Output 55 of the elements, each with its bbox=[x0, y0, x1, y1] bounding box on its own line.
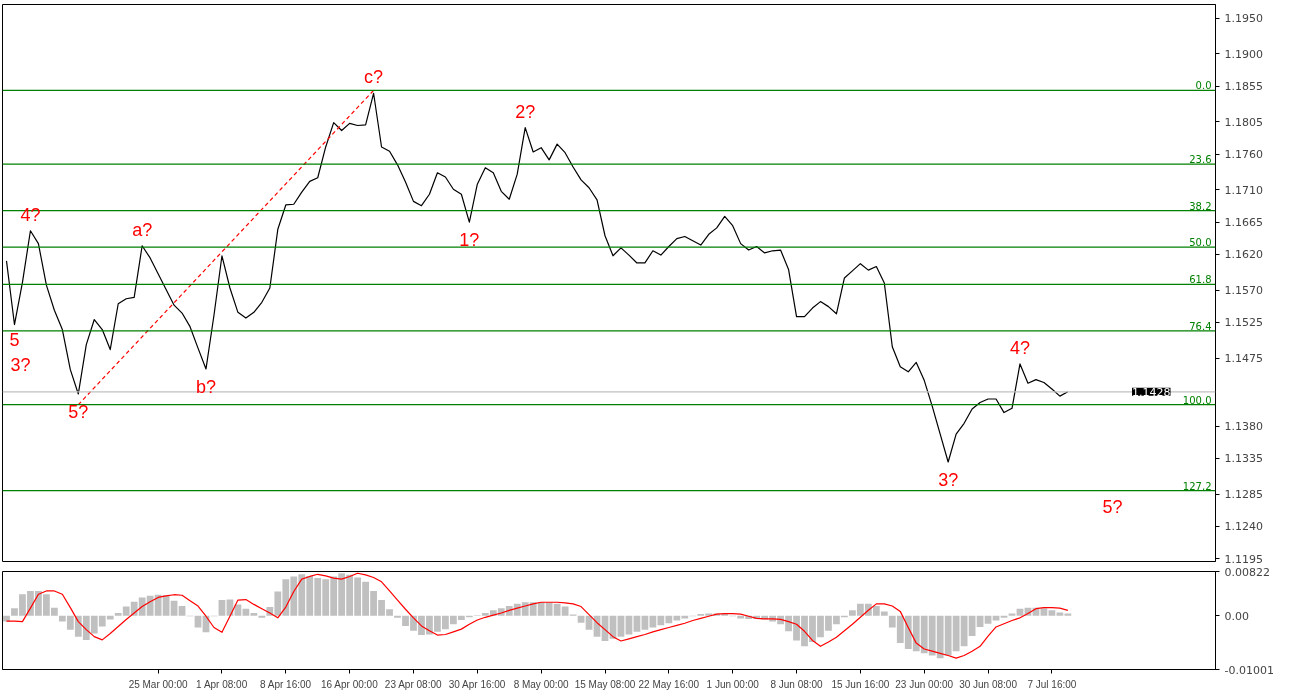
y-tick-label: 1.1380 bbox=[1224, 420, 1263, 434]
y-tick-label: 1.1665 bbox=[1224, 216, 1263, 230]
x-tick-label: 23 Jun 00:00 bbox=[895, 678, 954, 690]
annotation: 127,2 bbox=[1182, 480, 1212, 492]
x-tick-label: 25 Mar 00:00 bbox=[128, 678, 189, 690]
annotation: 3? bbox=[938, 469, 959, 490]
y-tick-label: 1.1335 bbox=[1224, 452, 1263, 466]
x-tick-label: 30 Jun 08:00 bbox=[959, 678, 1018, 690]
annotation: c? bbox=[364, 67, 384, 88]
x-tick-label: 23 Apr 08:00 bbox=[384, 678, 442, 690]
annotation: b? bbox=[195, 376, 217, 397]
y-tick-label: 0.00822 bbox=[1224, 565, 1270, 579]
annotation: 38.2 bbox=[1189, 200, 1212, 212]
y-tick-label: 1.1760 bbox=[1224, 148, 1263, 162]
y-tick-label: 1.1195 bbox=[1224, 552, 1263, 566]
annotation: 76.4 bbox=[1189, 320, 1212, 332]
x-tick-label: 15 May 08:00 bbox=[574, 678, 636, 690]
x-tick-label: 1 Jun 00:00 bbox=[706, 678, 760, 690]
x-tick-label: 8 Jun 08:00 bbox=[770, 678, 824, 690]
y-tick-label: 1.1285 bbox=[1224, 488, 1263, 502]
x-tick-label: 7 Jul 16:00 bbox=[1027, 678, 1077, 690]
annotation: 23.6 bbox=[1189, 154, 1212, 166]
x-tick-label: 22 May 16:00 bbox=[638, 678, 700, 690]
x-tick-label: 8 Apr 16:00 bbox=[259, 678, 312, 690]
y-tick-label: 1.1620 bbox=[1224, 248, 1263, 262]
x-tick-label: 1 Apr 08:00 bbox=[196, 678, 248, 690]
annotation: 5? bbox=[1102, 496, 1123, 517]
annotation: 100.0 bbox=[1182, 394, 1212, 406]
annotation: 0.0 bbox=[1195, 80, 1212, 92]
y-tick-label: 1.1525 bbox=[1224, 316, 1263, 330]
annotation: a? bbox=[132, 219, 153, 240]
y-tick-label: 1.1570 bbox=[1224, 284, 1263, 298]
annotation: 4? bbox=[20, 204, 41, 225]
x-tick-label: 30 Apr 16:00 bbox=[448, 678, 506, 690]
annotation: 2? bbox=[515, 101, 536, 122]
y-tick-label: -0.01001 bbox=[1224, 663, 1274, 677]
y-tick-label: 1.1805 bbox=[1224, 115, 1263, 129]
y-tick-label: 1.1240 bbox=[1224, 520, 1263, 534]
annotation: 3? bbox=[10, 355, 31, 376]
x-tick-label: 16 Apr 00:00 bbox=[321, 678, 379, 690]
y-tick-label: 1.1710 bbox=[1224, 183, 1263, 197]
annotation: 61.8 bbox=[1189, 274, 1212, 286]
x-tick-label: 8 May 00:00 bbox=[513, 678, 570, 690]
y-tick-label: 1.1950 bbox=[1224, 12, 1263, 26]
y-tick-label: 1.1900 bbox=[1224, 47, 1263, 61]
annotation: 1? bbox=[459, 230, 480, 251]
annotation: 50.0 bbox=[1189, 237, 1212, 249]
ref-line-label: 1.1428 bbox=[1132, 385, 1171, 399]
annotation: 5? bbox=[68, 401, 89, 422]
annotation: 4? bbox=[1009, 337, 1030, 358]
x-tick-label: 15 Jun 16:00 bbox=[831, 678, 890, 690]
y-tick-label: 1.1475 bbox=[1224, 352, 1263, 366]
annotation: 5 bbox=[9, 329, 20, 350]
y-tick-label: 0.00 bbox=[1224, 609, 1249, 623]
y-tick-label: 1.1855 bbox=[1224, 80, 1263, 94]
